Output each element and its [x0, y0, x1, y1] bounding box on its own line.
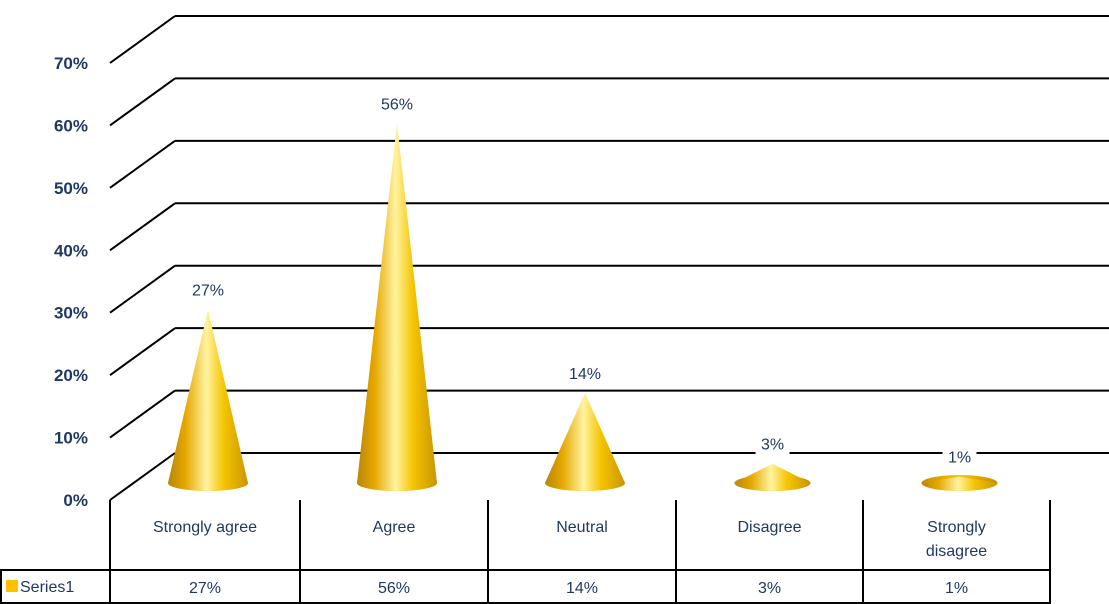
cone-neutral: [545, 393, 625, 491]
cone-body: [921, 476, 998, 491]
data-label: 56%: [381, 96, 413, 113]
cone-disagree: [734, 463, 811, 491]
legend-key: [6, 580, 18, 592]
data-label-bg: [942, 446, 977, 469]
gridline-side: [109, 140, 176, 189]
cone-strongly-agree: [168, 309, 248, 491]
category-label: disagree: [926, 543, 987, 560]
data-label-bg: [375, 93, 419, 116]
data-label: 14%: [569, 366, 601, 383]
cone-body: [545, 393, 625, 491]
y-tick-label: 70%: [54, 54, 88, 73]
table-value: 27%: [189, 580, 221, 597]
gridline-side: [109, 15, 176, 64]
cone-body: [168, 309, 248, 491]
table-value: 56%: [378, 580, 410, 597]
y-tick-label: 10%: [54, 429, 88, 448]
gridline-side: [109, 77, 176, 127]
y-tick-label: 30%: [54, 304, 88, 323]
category-label: Strongly agree: [153, 519, 257, 536]
category-label: Agree: [373, 519, 416, 536]
y-tick-label: 20%: [54, 366, 88, 385]
y-tick-label: 50%: [54, 179, 88, 198]
gridlines: [109, 15, 1109, 501]
cone-agree: [357, 123, 437, 491]
cone-body: [734, 463, 811, 491]
gridline-side: [109, 327, 176, 376]
data-label-bg: [186, 279, 230, 302]
data-label: 27%: [192, 283, 224, 300]
gridline-side: [109, 389, 176, 439]
y-axis-ticks: 0% 10% 20% 30% 40% 50% 60% 70%: [54, 54, 88, 510]
y-tick-label: 0%: [63, 491, 88, 510]
data-labels: 27% 56% 14% 3% 1%: [186, 93, 977, 469]
cones: [168, 123, 998, 491]
series-name: Series1: [20, 579, 74, 596]
table-value: 14%: [566, 580, 598, 597]
gridline-side: [109, 264, 176, 314]
category-label: Neutral: [556, 519, 608, 536]
gridline-side: [109, 452, 176, 501]
y-tick-label: 40%: [54, 241, 88, 260]
category-label: Disagree: [737, 519, 801, 536]
cone-body: [357, 123, 437, 491]
gridline-side: [109, 202, 176, 252]
data-label-bg: [755, 433, 790, 456]
data-label-bg: [563, 363, 607, 386]
table-value: 3%: [758, 580, 781, 597]
category-label: Strongly: [927, 519, 986, 536]
table-value: 1%: [945, 580, 968, 597]
y-tick-label: 60%: [54, 116, 88, 135]
cone-strongly-disagree: [921, 475, 998, 491]
data-label: 1%: [948, 450, 971, 467]
data-label: 3%: [761, 437, 784, 454]
data-table: Strongly agree Agree Neutral Disagree Strong…: [0, 500, 1051, 604]
